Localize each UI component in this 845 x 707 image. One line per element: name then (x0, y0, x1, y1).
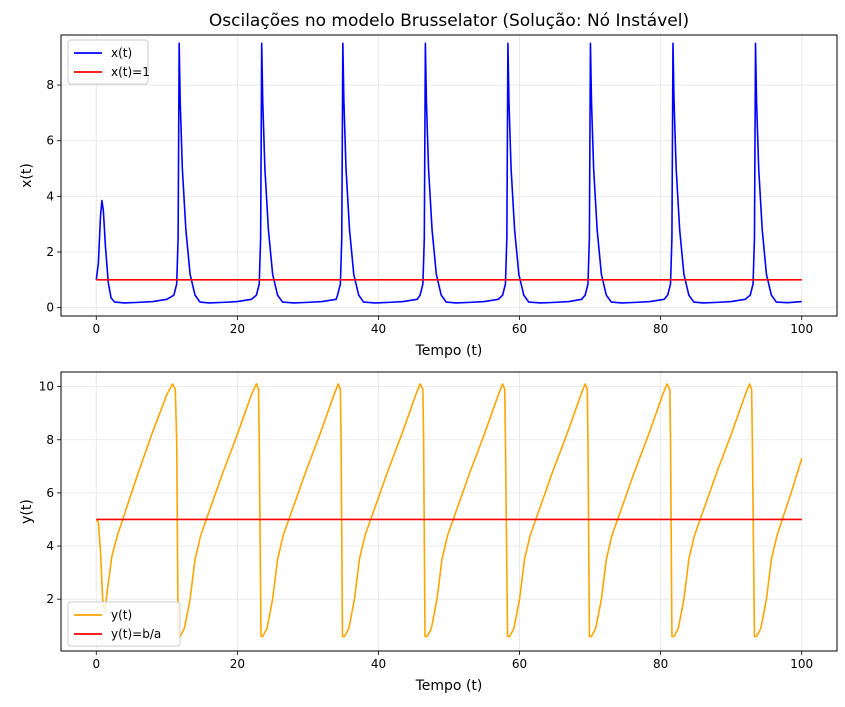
ticks-y: 0 20 40 60 80 100 2 4 6 8 10 (39, 380, 813, 671)
series-group-y (95, 383, 803, 638)
x-tick-label: 20 (230, 322, 245, 336)
y-axis-label-y: y(t) (19, 499, 35, 524)
x-tick-label: 40 (371, 322, 386, 336)
series-group-x (95, 42, 802, 304)
y-tick-label: 2 (46, 245, 54, 259)
y-tick-label: 8 (46, 78, 54, 92)
y-tick-label: 4 (46, 539, 54, 553)
chart-title: Oscilações no modelo Brusselator (Soluçã… (209, 11, 689, 31)
legend-label: x(t)=1 (111, 65, 150, 79)
y-tick-label: 2 (46, 592, 54, 606)
x-tick-label: 60 (512, 322, 527, 336)
x-axis-label-x: Tempo (t) (415, 343, 483, 359)
legend-y: y(t) y(t)=b/a (67, 601, 181, 647)
y-tick-label: 10 (39, 380, 54, 394)
x-tick-label: 80 (653, 322, 668, 336)
legend-label: x(t) (111, 46, 132, 60)
series-line-1 (95, 383, 803, 638)
axes-frame-x (60, 34, 838, 317)
y-tick-label: 6 (46, 486, 54, 500)
x-tick-label: 40 (371, 657, 386, 671)
series-line-1 (95, 42, 802, 304)
y-tick-label: 4 (46, 189, 54, 203)
grid-x (61, 35, 837, 316)
x-tick-label: 80 (653, 657, 668, 671)
axes-frame-y (60, 371, 838, 652)
legend-box (67, 39, 149, 85)
x-tick-label: 0 (92, 322, 100, 336)
legend-box (67, 601, 181, 647)
y-tick-label: 8 (46, 433, 54, 447)
x-tick-label: 100 (790, 322, 813, 336)
x-axis-label-y: Tempo (t) (415, 678, 483, 694)
legend-x: x(t) x(t)=1 (67, 39, 150, 85)
y-axis-label-x: x(t) (19, 163, 35, 188)
x-tick-label: 100 (790, 657, 813, 671)
subplot-x: Oscilações no modelo Brusselator (Soluçã… (19, 11, 838, 359)
y-tick-label: 0 (46, 301, 54, 315)
ticks-x: 0 20 40 60 80 100 0 2 4 6 8 (46, 78, 813, 336)
x-tick-label: 20 (230, 657, 245, 671)
y-tick-label: 6 (46, 134, 54, 148)
x-tick-label: 0 (92, 657, 100, 671)
x-tick-label: 60 (512, 657, 527, 671)
legend-label: y(t)=b/a (111, 627, 161, 641)
legend-label: y(t) (111, 608, 132, 622)
